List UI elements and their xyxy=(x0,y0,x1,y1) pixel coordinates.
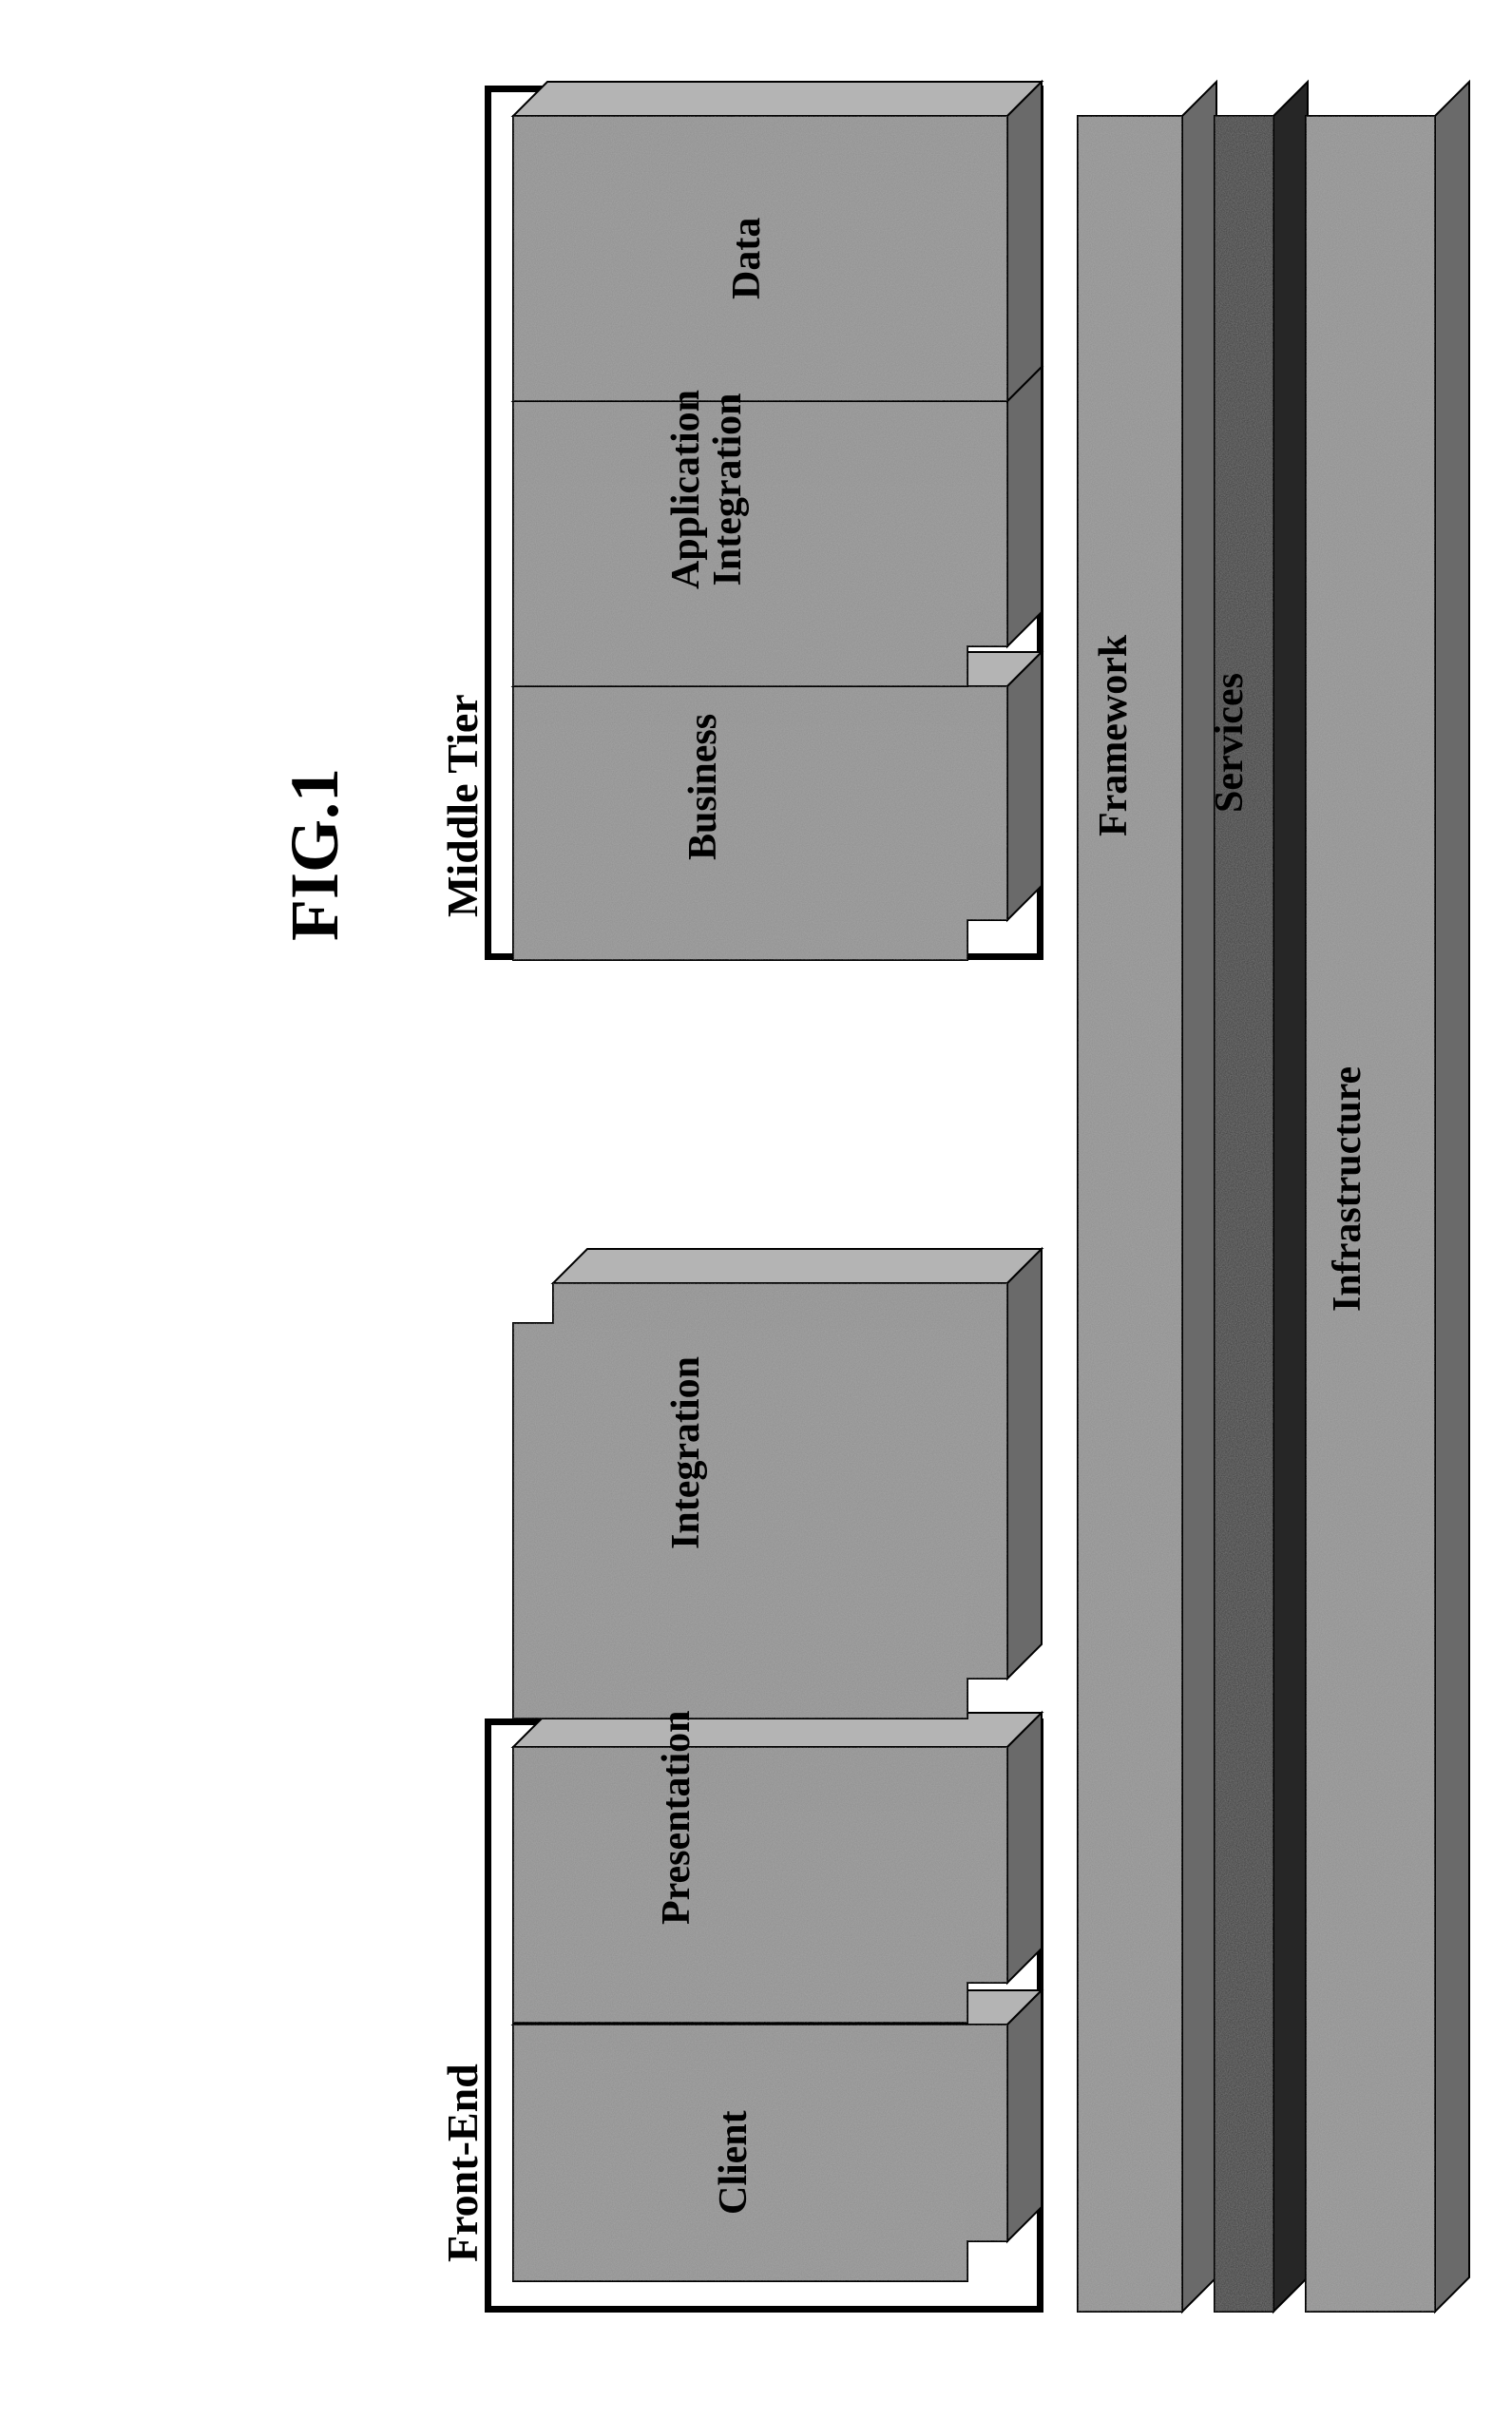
block-presentation: M 478 326 L 478 284 L 520 284 L 520 284 … xyxy=(513,1713,1042,2023)
block-label-business: Business xyxy=(682,714,724,860)
block-label-integration: Integration xyxy=(665,1356,707,1549)
group-label-middle-tier: Middle Tier xyxy=(437,694,488,917)
block-label-services: Services xyxy=(1209,673,1251,813)
block-services xyxy=(1215,82,1308,2312)
block-label-presentation: Presentation xyxy=(656,1710,698,1925)
block-label-framework: Framework xyxy=(1093,635,1135,836)
block-client: M 478 306 L 478 264 L 520 264 L 520 264 … xyxy=(513,1990,1042,2281)
block-data xyxy=(513,82,1042,401)
block-label-data: Data xyxy=(726,218,768,299)
block-business: M 478 324 L 478 282 L 520 282 L 520 282 … xyxy=(513,652,1042,960)
block-integration: M 478 494 L 478 452 L 520 452 L 520 452 … xyxy=(513,1249,1042,1718)
figure-title: FIG.1 xyxy=(276,768,354,941)
block-framework xyxy=(1078,82,1216,2312)
block-app-integ: M 478 336 L 478 294 L 520 294 L 520 294 … xyxy=(513,367,1042,686)
block-label-infrastructure: Infrastructure xyxy=(1327,1066,1368,1312)
block-label-app-integ: Application Integration xyxy=(665,390,749,589)
block-label-client: Client xyxy=(713,2110,755,2215)
group-label-front-end: Front-End xyxy=(437,2064,488,2262)
